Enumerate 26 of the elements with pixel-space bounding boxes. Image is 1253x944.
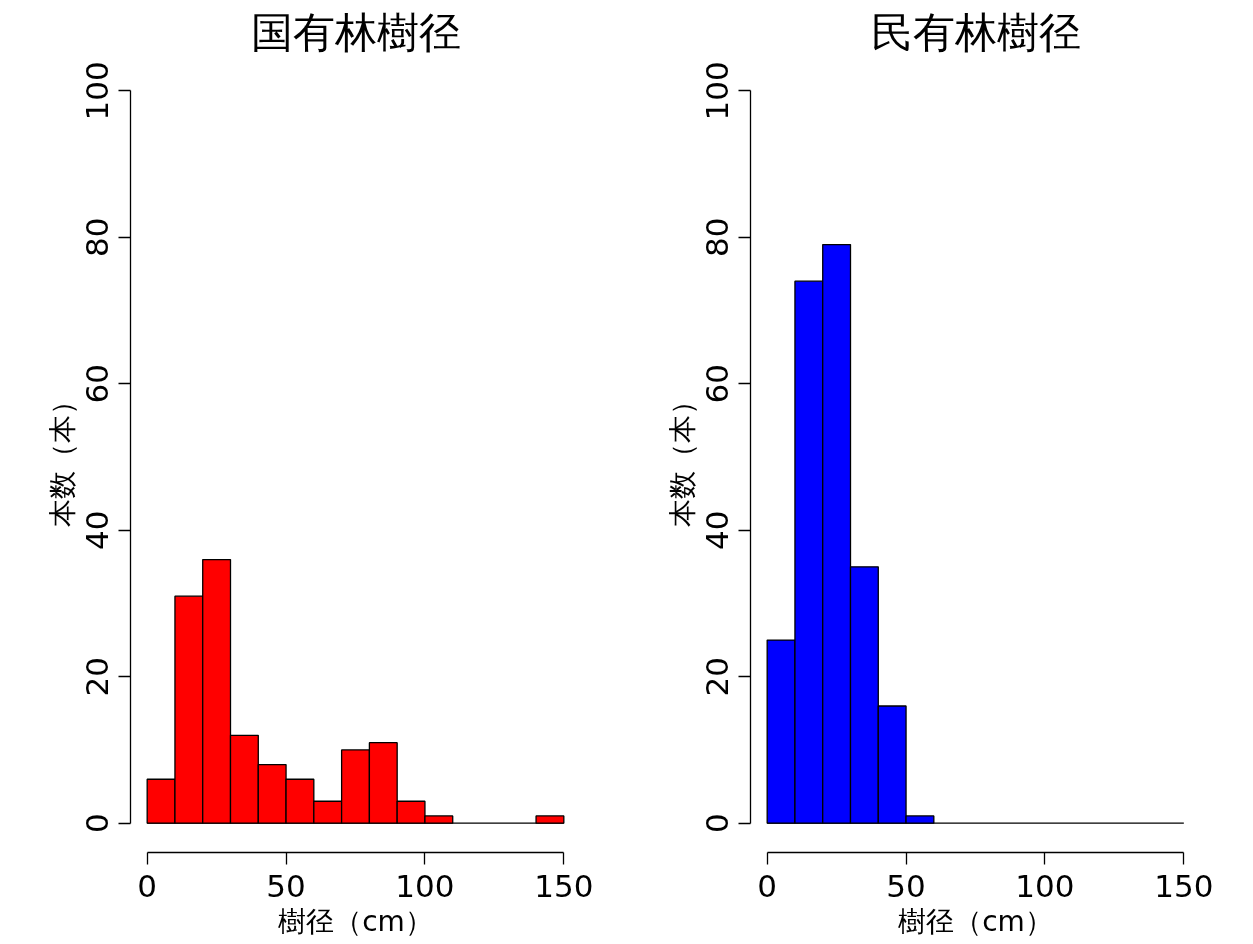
- x-tick-label: 150: [534, 867, 594, 904]
- y-axis-title: 本数（本）: [665, 387, 699, 527]
- x-tick-label: 150: [1154, 867, 1214, 904]
- y-tick-label: 40: [699, 510, 736, 550]
- x-tick-label: 100: [395, 867, 455, 904]
- y-tick-label: 60: [79, 364, 116, 404]
- y-tick-label: 60: [699, 364, 736, 404]
- x-tick-label: 50: [266, 867, 306, 904]
- x-tick-label: 0: [137, 867, 158, 904]
- x-tick-label: 100: [1015, 867, 1075, 904]
- chart-title: 民有林樹径: [870, 7, 1081, 57]
- y-tick-label: 20: [79, 656, 116, 697]
- y-axis-title: 本数（本）: [45, 387, 79, 527]
- x-tick-label: 0: [757, 867, 778, 904]
- y-tick-label: 20: [699, 656, 736, 697]
- x-axis-title: 樹径（cm）: [278, 904, 433, 938]
- y-tick-label: 100: [699, 61, 736, 121]
- y-tick-label: 0: [699, 813, 736, 834]
- y-tick-label: 0: [79, 813, 116, 834]
- x-axis-title: 樹径（cm）: [898, 904, 1053, 938]
- y-tick-label: 100: [79, 61, 116, 121]
- y-tick-label: 80: [699, 217, 736, 257]
- chart-title: 国有林樹径: [250, 7, 461, 57]
- y-tick-label: 80: [79, 217, 116, 257]
- x-tick-label: 50: [886, 867, 926, 904]
- y-tick-label: 40: [79, 510, 116, 550]
